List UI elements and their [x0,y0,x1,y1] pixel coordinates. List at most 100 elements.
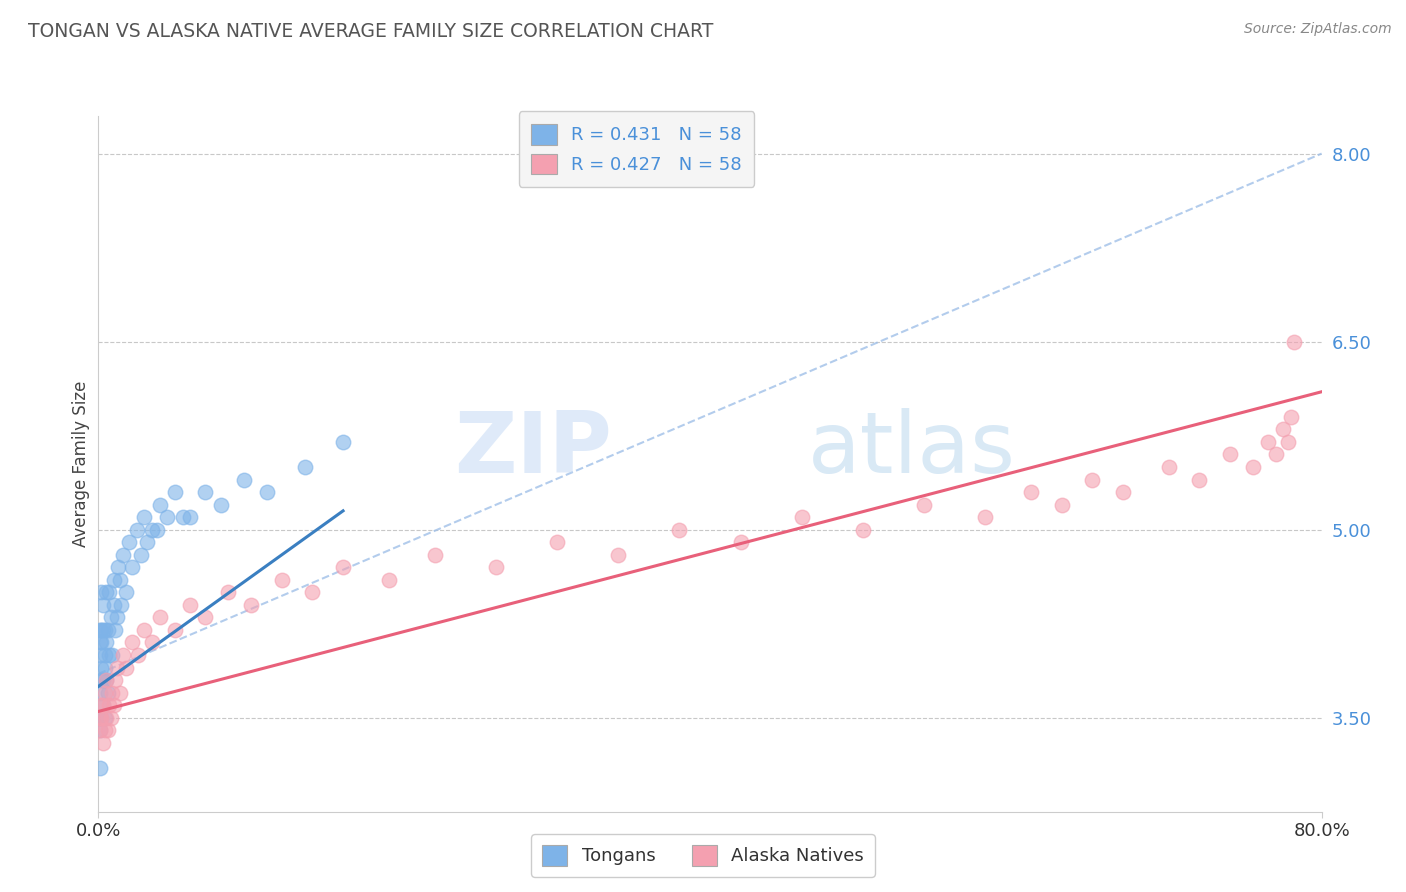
Point [209,498,232,512]
Point [163,623,186,637]
Point [90,585,112,599]
Point [136,535,159,549]
Point [179,598,201,612]
Point [111,548,134,562]
Point [256,485,278,500]
Point [607,548,630,562]
Point [1019,485,1042,500]
Point [89,635,111,649]
Point [90,660,112,674]
Legend: Tongans, Alaska Natives: Tongans, Alaska Natives [531,834,875,877]
Point [1157,460,1180,475]
Point [108,685,131,699]
Point [1272,422,1295,436]
Point [94,673,117,687]
Point [90,711,112,725]
Point [134,623,156,637]
Point [134,510,156,524]
Point [94,673,117,687]
Point [91,673,114,687]
Point [89,723,111,738]
Point [232,473,254,487]
Point [91,623,114,637]
Point [125,523,148,537]
Point [149,610,172,624]
Point [423,548,446,562]
Point [100,711,122,725]
Point [97,623,120,637]
Point [115,660,138,674]
Point [790,510,813,524]
Point [89,648,111,662]
Point [90,698,112,713]
Point [1279,409,1302,424]
Point [121,635,143,649]
Point [1219,447,1241,461]
Legend: R = 0.431   N = 58, R = 0.427   N = 58: R = 0.431 N = 58, R = 0.427 N = 58 [519,112,755,187]
Point [90,673,112,687]
Point [104,673,127,687]
Point [1050,498,1073,512]
Point [1282,334,1305,349]
Point [1241,460,1264,475]
Point [100,610,122,624]
Point [91,598,114,612]
Point [90,711,112,725]
Point [93,648,115,662]
Point [93,623,115,637]
Point [852,523,875,537]
Point [101,685,124,699]
Text: atlas: atlas [808,409,1017,491]
Point [93,711,115,725]
Point [89,723,111,738]
Point [163,485,186,500]
Point [1188,473,1211,487]
Point [94,635,117,649]
Point [668,523,690,537]
Point [485,560,508,574]
Point [145,523,167,537]
Point [89,623,111,637]
Point [98,585,121,599]
Point [149,498,172,512]
Point [240,598,263,612]
Text: TONGAN VS ALASKA NATIVE AVERAGE FAMILY SIZE CORRELATION CHART: TONGAN VS ALASKA NATIVE AVERAGE FAMILY S… [28,22,713,41]
Point [89,711,111,725]
Point [111,648,134,662]
Point [546,535,568,549]
Point [91,736,114,750]
Point [301,585,323,599]
Point [156,510,179,524]
Point [194,610,217,624]
Point [141,635,163,649]
Point [93,685,115,699]
Point [1264,447,1286,461]
Point [194,485,217,500]
Point [179,510,201,524]
Point [108,573,131,587]
Point [127,648,149,662]
Point [89,685,111,699]
Point [378,573,401,587]
Point [110,598,132,612]
Point [105,610,128,624]
Point [912,498,935,512]
Point [97,685,120,699]
Point [730,535,752,549]
Point [103,698,125,713]
Point [104,623,127,637]
Point [91,698,114,713]
Point [141,523,163,537]
Point [94,585,117,599]
Point [115,585,138,599]
Point [118,535,141,549]
Point [97,723,120,738]
Point [1277,434,1299,449]
Point [91,698,114,713]
Point [129,548,152,562]
Point [89,761,111,775]
Point [1257,434,1279,449]
Text: Source: ZipAtlas.com: Source: ZipAtlas.com [1244,22,1392,37]
Point [294,460,316,475]
Point [89,711,111,725]
